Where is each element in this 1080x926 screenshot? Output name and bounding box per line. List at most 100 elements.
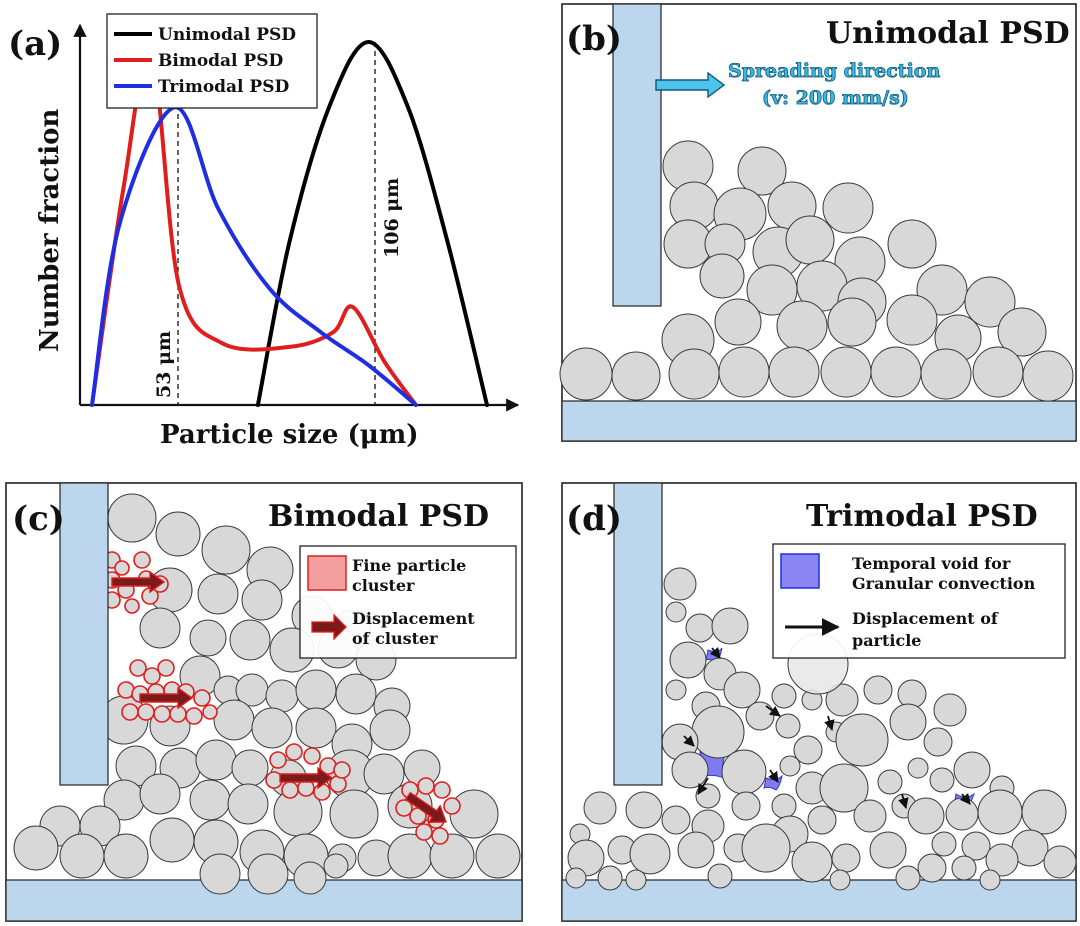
particle-d-57: [677, 831, 715, 869]
legend-a: Unimodal PSD Bimodal PSD Trimodal PSD: [106, 13, 318, 109]
fine-particle-c-25: [269, 751, 287, 769]
particle-d-61: [831, 843, 861, 873]
particle-c-57: [429, 833, 475, 879]
particle-c-48: [59, 833, 105, 879]
particle-d-51: [931, 831, 957, 857]
particles-b: [559, 140, 1074, 402]
fine-particle-c-23: [185, 707, 203, 725]
particle-d-67: [597, 865, 623, 891]
cluster-arrow-swatch-icon: [311, 613, 347, 641]
series-line-bimodal-psd: [90, 49, 418, 407]
particle-b-12: [699, 253, 745, 299]
particle-c-25: [251, 707, 293, 749]
cluster-arrow-icon-1: [139, 686, 194, 710]
particle-d-32: [953, 751, 991, 789]
panel-a-letter: (a): [8, 24, 62, 64]
particle-d-63: [951, 855, 977, 881]
particle-b-9: [785, 215, 835, 265]
particle-d-36: [771, 793, 797, 819]
particle-b-25: [559, 347, 613, 401]
particle-d-17: [775, 713, 801, 739]
particle-c-40: [227, 783, 269, 825]
particle-b-22: [886, 294, 938, 346]
particle-d-11: [825, 683, 859, 717]
particle-c-9: [139, 607, 181, 649]
particle-d-26: [779, 755, 801, 777]
fine-particle-c-36: [417, 777, 435, 795]
particle-c-44: [449, 789, 499, 839]
particle-b-26: [611, 351, 661, 401]
particle-b-19: [714, 298, 762, 346]
particle-d-13: [897, 679, 927, 709]
series-line-trimodal-psd: [90, 105, 418, 407]
particle-arrow-icon-3: [683, 735, 695, 747]
particle-c-11: [229, 619, 271, 661]
particle-d-1: [665, 601, 687, 623]
cluster-arrows-c: [111, 570, 447, 824]
legend-c-fine-1: Fine particle: [352, 556, 466, 575]
particle-c-50: [149, 817, 195, 863]
panel-b-title: Unimodal PSD: [826, 16, 1070, 51]
particle-d-16: [745, 701, 775, 731]
particle-d-22: [923, 727, 953, 757]
particle-d-64: [985, 843, 1019, 877]
cluster-arrow-icon-0: [111, 570, 166, 594]
fine-particle-c-3: [114, 560, 130, 576]
particle-d-52: [961, 831, 991, 861]
particle-d-43: [583, 791, 617, 825]
particle-b-20: [776, 300, 828, 352]
particle-c-19: [295, 669, 337, 711]
cluster-arrow-icon-3: [404, 791, 447, 824]
fine-particle-c-20: [137, 703, 155, 721]
panel-c-title: Bimodal PSD: [268, 499, 489, 534]
particle-d-39: [907, 797, 945, 835]
particle-d-62: [917, 853, 947, 883]
particle-d-4: [669, 641, 707, 679]
particle-d-68: [625, 869, 647, 891]
cluster-arrow-icon-2: [279, 766, 334, 790]
particle-arrow-icon-6: [898, 793, 909, 810]
fine-particle-c-43: [431, 827, 449, 845]
panel-c-letter: (c): [12, 499, 65, 539]
panel-d-letter: (d): [566, 499, 622, 539]
fine-particle-c-6: [133, 551, 151, 569]
fine-particle-c-38: [443, 797, 461, 815]
recoater-blade-c: [59, 482, 109, 786]
particle-d-34: [695, 783, 721, 809]
panel-b: (b) Unimodal PSD Spreading direction (v:…: [559, 3, 1077, 442]
particle-d-2: [685, 613, 715, 643]
fine-particle-c-37: [433, 781, 451, 799]
legend-trimodal-label: Trimodal PSD: [158, 77, 289, 97]
particle-d-72: [979, 869, 1001, 891]
legend-d-box: [772, 543, 1066, 659]
particle-d-49: [807, 805, 837, 835]
particle-d-8: [723, 671, 761, 709]
particle-d-31: [929, 767, 955, 793]
particle-b-31: [870, 346, 922, 398]
particle-c-10: [189, 619, 227, 657]
particle-d-12: [863, 675, 893, 705]
legend-unimodal-label: Unimodal PSD: [158, 25, 296, 45]
axes-a: [73, 23, 520, 412]
fine-particle-c-12: [157, 659, 175, 677]
particle-d-9: [771, 683, 797, 709]
fine-particle-c-27: [303, 747, 321, 765]
particle-b-30: [820, 346, 872, 398]
particle-c-35: [363, 753, 405, 795]
particle-b-17: [964, 276, 1016, 328]
particle-arrow-icon-0: [709, 647, 721, 659]
particle-c-26: [295, 707, 337, 749]
particle-b-29: [768, 346, 820, 398]
marker-53-label: 53 μm: [153, 331, 175, 398]
fine-particle-c-24: [202, 704, 218, 720]
particle-arrow-icon-7: [959, 793, 971, 805]
fine-cluster-swatch-icon: [307, 555, 347, 591]
fine-particle-c-21: [153, 705, 171, 723]
particle-d-30: [907, 757, 929, 779]
panel-b-letter: (b): [566, 19, 622, 59]
particle-c-20: [335, 673, 377, 715]
particle-d-35: [731, 791, 761, 821]
legend-bimodal-label: Bimodal PSD: [158, 51, 283, 71]
particle-d-28: [819, 763, 869, 813]
